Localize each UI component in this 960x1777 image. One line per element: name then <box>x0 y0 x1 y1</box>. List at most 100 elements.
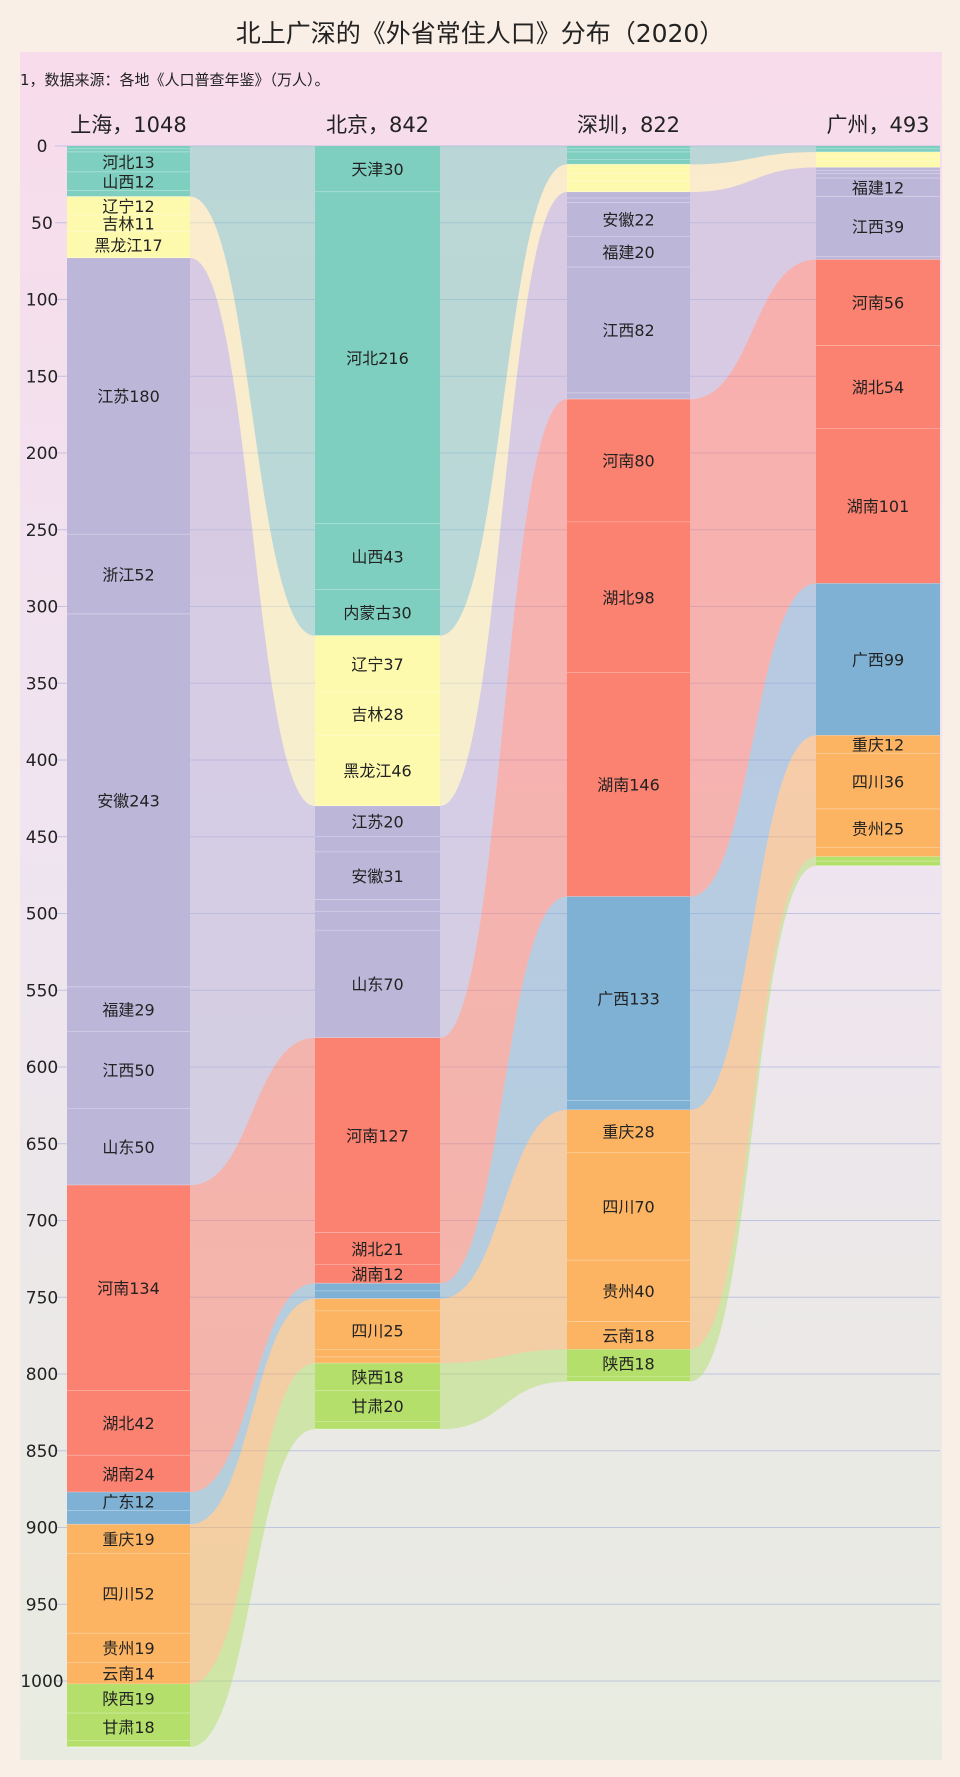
bar-segment <box>67 1684 190 1714</box>
segment-label: 重庆19 <box>102 1530 154 1549</box>
bar-segment <box>567 1100 690 1110</box>
bar-segment <box>67 1390 190 1456</box>
segment-label: 湖北54 <box>852 378 904 397</box>
bar-segment <box>816 809 940 848</box>
segment-label: 山西12 <box>102 172 154 191</box>
bar-segment <box>315 1421 440 1430</box>
bar-segment <box>567 393 690 400</box>
segment-label: 吉林28 <box>351 705 403 724</box>
bar-segment <box>315 692 440 736</box>
bar-segment <box>567 399 690 523</box>
y-tick-label: 500 <box>26 905 58 925</box>
flow-band-guangxi <box>440 896 567 1299</box>
y-tick-label: 50 <box>31 214 53 234</box>
segment-label: 黑龙江17 <box>94 236 162 255</box>
segment-label: 重庆12 <box>852 736 904 755</box>
bar-segment <box>816 152 940 157</box>
bar-segment <box>567 146 690 150</box>
y-tick-label: 350 <box>26 674 58 694</box>
bar-segment <box>567 1349 690 1378</box>
bar-segment <box>67 1633 190 1663</box>
segment-label: 辽宁37 <box>351 655 403 674</box>
bar-segment <box>816 178 940 197</box>
bar-segment <box>67 614 190 988</box>
y-tick-label: 650 <box>26 1135 58 1155</box>
flow-band-north <box>440 146 567 636</box>
bar-segment <box>816 735 940 754</box>
bar-segment <box>315 899 440 912</box>
segment-label: 浙江52 <box>102 565 154 584</box>
bar-segment <box>816 345 940 429</box>
segment-label: 甘肃18 <box>102 1718 154 1737</box>
bar-segment <box>67 149 190 153</box>
flow-band-northeast <box>690 152 816 193</box>
segment-label: 河南134 <box>97 1279 160 1298</box>
segment-label: 河南80 <box>602 452 654 471</box>
bar-segment <box>816 170 940 174</box>
segment-label: 四川70 <box>602 1198 654 1217</box>
segment-label: 河北216 <box>346 349 409 368</box>
segment-label: 黑龙江46 <box>343 762 411 781</box>
flow-band-north <box>190 146 315 636</box>
bar-segment <box>67 987 190 1032</box>
segment-label: 安徽22 <box>602 211 654 230</box>
bar-segment <box>67 172 190 191</box>
segment-label: 安徽31 <box>351 867 403 886</box>
bar-segment <box>315 146 440 193</box>
segment-label: 贵州40 <box>602 1282 654 1301</box>
bar-segment <box>567 672 690 897</box>
y-axis-ticks: 0 50 100 150 200 250 300 350 400 450 500 550 600 650 7… <box>20 137 63 1692</box>
bar-segment <box>315 1390 440 1422</box>
segment-label: 山西43 <box>351 548 403 567</box>
bar-segment <box>67 152 190 173</box>
bar-segment <box>567 896 690 1101</box>
bar-segment <box>315 1291 440 1299</box>
y-tick-label: 800 <box>26 1365 58 1385</box>
flow-band-guangxi <box>690 583 816 1110</box>
bar-segment <box>315 836 440 853</box>
bar-segment <box>816 753 940 810</box>
bar-segment <box>567 1377 690 1382</box>
chart-title: 北上广深的《外省常住人口》分布（2020） <box>236 19 725 48</box>
bar-segment <box>567 173 690 182</box>
bar-segment <box>816 856 940 862</box>
bar-segment <box>315 911 440 931</box>
bar-segment <box>816 428 940 584</box>
segment-label: 江西39 <box>852 218 904 237</box>
bar-segment <box>67 146 190 150</box>
bar-segment <box>567 1152 690 1261</box>
bar-segment <box>567 1260 690 1322</box>
segment-label: 陕西18 <box>602 1354 654 1373</box>
bar-segment <box>67 1510 190 1525</box>
y-tick-label: 550 <box>26 981 58 1001</box>
y-tick-label: 250 <box>26 521 58 541</box>
y-tick-label: 750 <box>26 1288 58 1308</box>
y-tick-label: 1000 <box>20 1672 63 1692</box>
y-tick-label: 700 <box>26 1212 58 1232</box>
bar-segment <box>816 156 940 162</box>
bar-segment <box>816 256 940 260</box>
bar-segment <box>567 267 690 394</box>
segment-label: 广西133 <box>597 990 660 1009</box>
column-header: 广州，493 <box>826 113 929 137</box>
bar-segment <box>567 181 690 193</box>
segment-label: 江西50 <box>102 1061 154 1080</box>
segment-label: 河南127 <box>346 1126 409 1145</box>
segment-label: 福建29 <box>102 1000 154 1019</box>
bar-segment <box>567 152 690 160</box>
flow-band-southwest <box>690 735 816 1350</box>
bar-segment <box>567 1321 690 1350</box>
flow-band-east <box>690 167 816 400</box>
segment-label: 四川52 <box>102 1585 154 1604</box>
y-tick-label: 450 <box>26 828 58 848</box>
segment-label: 福建20 <box>602 243 654 262</box>
segment-label: 湖北21 <box>351 1240 403 1259</box>
bar-segment <box>315 1311 440 1350</box>
bar-segment <box>816 847 940 857</box>
bar-segment <box>567 1109 690 1153</box>
bar-segment <box>567 159 690 165</box>
bar-segment <box>567 198 690 203</box>
flow-band-northeast <box>190 196 315 807</box>
bar-segment <box>315 852 440 900</box>
segment-label: 山东50 <box>102 1138 154 1157</box>
